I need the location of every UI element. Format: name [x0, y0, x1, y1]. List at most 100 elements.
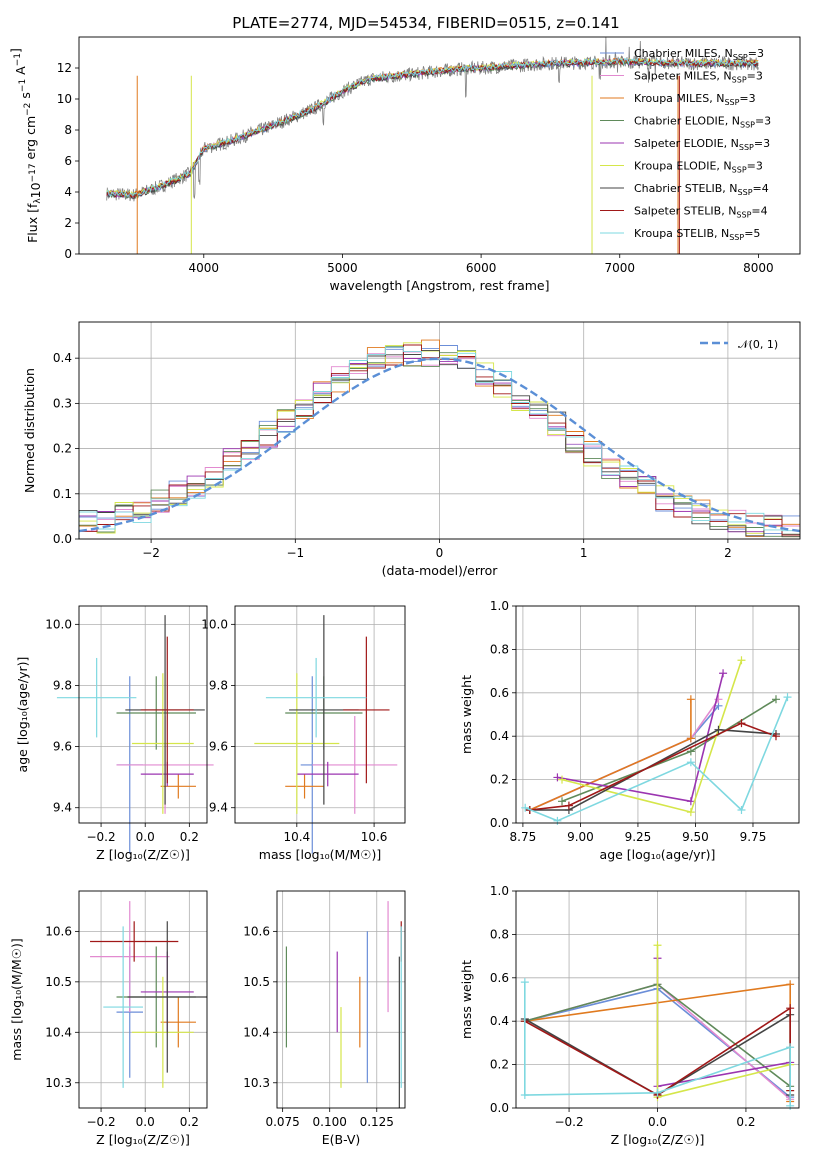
x-axis-label: wavelength [Angstrom, rest frame] — [329, 278, 549, 293]
y-tick-label: 4 — [64, 185, 72, 199]
axes-frame — [78, 605, 208, 824]
y-axis-label: mass [log₁₀(M/M☉)] — [9, 938, 24, 1060]
histogram-chabrier_stelib — [78, 349, 800, 539]
data-point-kroupa_stelib — [737, 805, 746, 814]
series-line-chabrier_stelib — [106, 59, 759, 200]
y-tick-label: 0.4 — [490, 729, 509, 743]
legend-entry: Kroupa STELIB, NSSP=5 — [634, 227, 760, 242]
y-tick-label: 0.3 — [53, 396, 72, 410]
y-tick-label: 9.4 — [209, 801, 228, 815]
x-tick-label: 9.50 — [682, 830, 709, 844]
y-tick-label: 10.3 — [243, 1076, 270, 1090]
x-axis-label: Z [log₁₀(Z/Z☉)] — [611, 1132, 705, 1147]
legend-subscript: SSP — [732, 76, 747, 85]
legend-text: Salpeter MILES, N — [634, 70, 732, 83]
y-axis-label: mass weight — [459, 675, 474, 754]
x-tick-label: 2 — [724, 546, 732, 560]
data-point-kroupa_miles — [686, 734, 695, 743]
data-point-chabrier_elodie — [558, 797, 567, 806]
legend-entry: Salpeter STELIB, NSSP=4 — [634, 205, 768, 220]
axes-frame — [78, 36, 801, 255]
legend-suffix: =3 — [748, 47, 764, 60]
data-point-kroupa_stelib — [786, 1043, 795, 1052]
y-tick-label: 10.3 — [45, 1076, 72, 1090]
legend-suffix: =4 — [753, 182, 769, 195]
legend-text: Salpeter ELODIE, N — [634, 137, 739, 150]
x-tick-label: −0.2 — [86, 1115, 115, 1129]
y-tick-label: 9.8 — [209, 678, 228, 692]
label-part: erg cm — [23, 116, 38, 164]
axes-frame — [276, 890, 406, 1109]
label-part: λ — [33, 198, 43, 204]
data-point-salpeter_stelib — [786, 1004, 795, 1013]
label-part: Flux [f — [25, 203, 40, 243]
series-line-chabrier_elodie — [561, 698, 777, 803]
x-axis-label: mass [log₁₀(M/M☉)] — [259, 847, 381, 862]
label-part: −17 — [28, 163, 38, 182]
x-tick-label: −0.2 — [554, 1115, 583, 1129]
data-point-chabrier_stelib — [714, 725, 723, 734]
y-tick-label: 0.2 — [53, 442, 72, 456]
data-point-chabrier_elodie — [771, 695, 780, 704]
chart-age_vs_mass: 10.4 10.6 9.4 9.6 9.8 10.0 mass [log₁₀(M/M☉)] — [201, 605, 406, 862]
y-tick-label: 10.5 — [243, 975, 270, 989]
x-tick-label: 9.25 — [625, 830, 652, 844]
x-tick-label: 0.2 — [180, 830, 199, 844]
data-point-chabrier_elodie — [686, 747, 695, 756]
legend-suffix: =3 — [754, 137, 770, 150]
x-tick-label: 5000 — [327, 261, 358, 275]
y-tick-label: 2 — [64, 216, 72, 230]
legend-subscript: SSP — [736, 211, 751, 220]
chart-mass_weight_vs_Z: −0.2 0.0 0.2 0.0 0.2 0.4 0.6 0.8 1.0 Z [log₁₀(Z/Z… — [459, 884, 800, 1147]
data-point-salpeter_elodie — [719, 669, 728, 678]
legend-entry: Salpeter ELODIE, NSSP=3 — [634, 137, 770, 152]
x-tick-label: 4000 — [189, 261, 220, 275]
y-tick-label: 10.4 — [45, 1025, 72, 1039]
legend-entry: Salpeter MILES, NSSP=3 — [634, 70, 763, 85]
chart-mass_vs_ebv: 0.075 0.100 0.125 10.3 10.4 10.5 10.6 E(B-V) — [243, 890, 406, 1147]
data-point-kroupa_stelib — [520, 978, 529, 987]
label-part: 10 — [28, 182, 43, 198]
x-tick-label: 0.075 — [265, 1115, 299, 1129]
x-tick-label: 0.2 — [180, 1115, 199, 1129]
data-point-kroupa_stelib — [553, 816, 562, 825]
data-point-salpeter_stelib — [771, 732, 780, 741]
legend-suffix: =5 — [744, 227, 760, 240]
series-line-kroupa_miles — [529, 699, 692, 811]
axes-frame — [234, 605, 406, 824]
legend-subscript: SSP — [738, 188, 753, 197]
legend-subscript: SSP — [739, 143, 754, 152]
y-tick-label: 10.6 — [45, 924, 72, 938]
legend-entry: 𝒩(0, 1) — [738, 338, 778, 351]
chart-spectrum: 4000 5000 6000 7000 8000 0 2 4 6 8 10 12 wavelength … — [8, 36, 801, 293]
y-tick-label: 10.0 — [201, 617, 228, 631]
legend-entry: Kroupa ELODIE, NSSP=3 — [634, 160, 763, 175]
data-point-kroupa_stelib — [520, 1090, 529, 1099]
y-axis-label: Normed distribution — [22, 368, 37, 493]
x-tick-label: 0.0 — [136, 1115, 155, 1129]
y-tick-label: 9.4 — [53, 801, 72, 815]
legend-suffix: =4 — [751, 205, 767, 218]
legend-subscript: SSP — [740, 121, 755, 130]
data-point-kroupa_elodie — [653, 941, 662, 950]
y-tick-label: 0.6 — [490, 686, 509, 700]
data-point-kroupa_stelib — [686, 758, 695, 767]
y-tick-label: 10.6 — [243, 924, 270, 938]
legend-subscript: SSP — [732, 166, 747, 175]
y-tick-label: 0.0 — [490, 1101, 509, 1115]
data-point-salpeter_elodie — [553, 773, 562, 782]
y-tick-label: 1.0 — [490, 884, 509, 898]
chart-mass_weight_vs_age: 8.75 9.00 9.25 9.50 9.75 0.0 0.2 0.4 0.6 0.8 1.0 ag… — [459, 599, 800, 862]
legend-subscript: SSP — [724, 98, 739, 107]
chart-mass_vs_Z: −0.2 0.0 0.2 10.3 10.4 10.5 10.6 Z [log₁₀(Z/Z☉)… — [9, 890, 208, 1147]
series-line-normal-distribution — [78, 357, 801, 533]
legend-suffix: =3 — [739, 92, 755, 105]
legend-entry: Chabrier MILES, NSSP=3 — [634, 47, 764, 62]
figure-title: PLATE=2774, MJD=54534, FIBERID=0515, z=0… — [232, 14, 619, 32]
legend-entry: Chabrier ELODIE, NSSP=3 — [634, 115, 771, 130]
axes-frame — [515, 605, 800, 824]
y-tick-label: 0.8 — [490, 642, 509, 656]
y-tick-label: 12 — [57, 61, 72, 75]
y-tick-label: 10.0 — [45, 617, 72, 631]
